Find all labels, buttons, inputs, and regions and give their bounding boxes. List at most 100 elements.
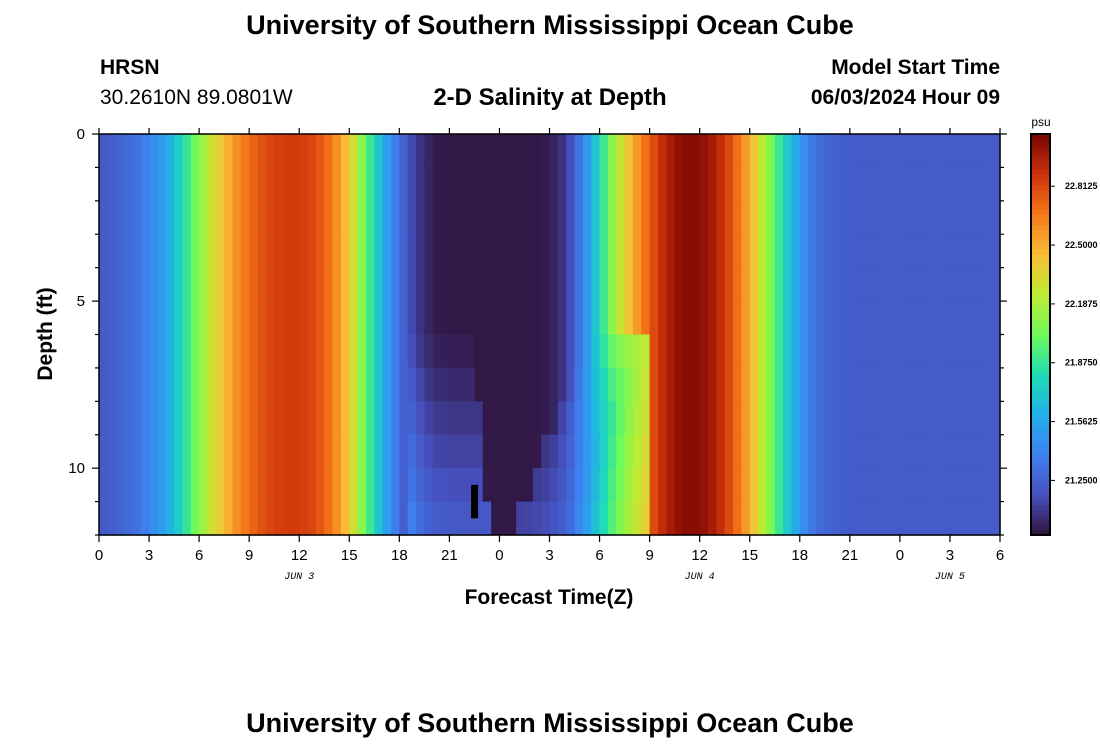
heatmap-cell — [282, 167, 292, 202]
heatmap-cell — [232, 401, 242, 436]
heatmap-cell — [232, 301, 242, 336]
heatmap-cell — [808, 434, 818, 469]
heatmap-cell — [783, 434, 793, 469]
colorbar-tick-label: 22.1875 — [1065, 299, 1098, 309]
heatmap-cell — [174, 301, 184, 336]
heatmap-cell — [841, 468, 851, 503]
heatmap-cell — [432, 401, 442, 436]
heatmap-cell — [833, 401, 843, 436]
heatmap-cell — [449, 301, 459, 336]
heatmap-cell — [165, 200, 175, 235]
main-title: University of Southern Mississippi Ocean… — [246, 10, 854, 40]
heatmap-cell — [199, 367, 209, 402]
heatmap-cell — [783, 134, 793, 169]
heatmap-cell — [132, 434, 142, 469]
heatmap-cell — [749, 234, 759, 269]
heatmap-cell — [983, 434, 993, 469]
heatmap-cell — [908, 367, 918, 402]
heatmap-cell — [399, 301, 409, 336]
heatmap-cell — [641, 167, 651, 202]
heatmap-cell — [749, 367, 759, 402]
heatmap-cell — [357, 367, 367, 402]
colorbar-segment — [1031, 204, 1050, 210]
heatmap-cell — [599, 367, 609, 402]
colorbar-segment — [1031, 434, 1050, 441]
heatmap-cell — [499, 134, 509, 169]
heatmap-cell — [232, 134, 242, 169]
heatmap-cell — [174, 401, 184, 436]
colorbar-segment — [1031, 239, 1050, 245]
heatmap-cell — [199, 334, 209, 369]
heatmap-cell — [224, 434, 234, 469]
heatmap-cell — [958, 234, 968, 269]
heatmap-cell — [607, 468, 617, 503]
heatmap-cell — [582, 334, 592, 369]
heatmap-cell — [824, 234, 834, 269]
heatmap-cell — [708, 468, 717, 503]
heatmap-cell — [174, 501, 184, 536]
heatmap-cell — [207, 334, 217, 369]
heatmap-cell — [165, 267, 175, 302]
heatmap-cell — [549, 401, 559, 436]
heatmap-cell — [758, 468, 767, 503]
heatmap-cell — [991, 367, 1001, 402]
heatmap-cell — [140, 334, 150, 369]
heatmap-cell — [499, 334, 509, 369]
heatmap-cell — [749, 334, 759, 369]
heatmap-cell — [799, 468, 809, 503]
heatmap-cell — [574, 234, 584, 269]
heatmap-cell — [257, 434, 267, 469]
x-tick-label: 15 — [741, 547, 758, 564]
heatmap-cell — [958, 334, 968, 369]
heatmap-cell — [591, 434, 601, 469]
heatmap-cell — [491, 367, 501, 402]
heatmap-cell — [457, 234, 467, 269]
heatmap-cell — [324, 167, 334, 202]
heatmap-cell — [190, 367, 200, 402]
heatmap-cell — [224, 334, 234, 369]
colorbar-segment — [1031, 254, 1050, 260]
heatmap-cell — [616, 134, 626, 169]
colorbar-segment — [1031, 229, 1050, 235]
heatmap-cell — [657, 267, 667, 302]
heatmap-cell — [190, 434, 200, 469]
heatmap-cell — [716, 134, 726, 169]
heatmap-cell — [149, 334, 158, 369]
heatmap-cell — [649, 267, 659, 302]
heatmap-cell — [399, 134, 409, 169]
heatmap-cell — [958, 301, 968, 336]
heatmap-cell — [140, 234, 150, 269]
heatmap-cell — [974, 200, 984, 235]
heatmap-cell — [499, 267, 509, 302]
heatmap-cell — [215, 167, 225, 202]
heatmap-cell — [699, 267, 709, 302]
heatmap-cell — [632, 267, 642, 302]
heatmap-cell — [816, 334, 826, 369]
heatmap-cell — [207, 234, 217, 269]
heatmap-cell — [874, 401, 884, 436]
heatmap-cell — [107, 434, 117, 469]
heatmap-cell — [691, 434, 701, 469]
heatmap-cell — [215, 200, 225, 235]
heatmap-cell — [340, 267, 350, 302]
heatmap-cell — [582, 134, 592, 169]
heatmap-cell — [641, 267, 651, 302]
heatmap-cell — [507, 134, 517, 169]
heatmap-cell — [582, 167, 592, 202]
heatmap-cell — [799, 200, 809, 235]
heatmap-cell — [808, 134, 818, 169]
heatmap-cell — [983, 401, 993, 436]
heatmap-cell — [849, 134, 859, 169]
heatmap-cell — [541, 301, 551, 336]
heatmap-cell — [824, 367, 834, 402]
heatmap-cell — [708, 134, 717, 169]
heatmap-cell — [516, 468, 526, 503]
heatmap-cell — [591, 334, 601, 369]
heatmap-cell — [541, 334, 551, 369]
colorbar-unit: psu — [1031, 115, 1050, 129]
heatmap-cell — [916, 401, 926, 436]
heatmap-cell — [315, 367, 325, 402]
heatmap-cell — [382, 234, 392, 269]
heatmap-cell — [858, 301, 868, 336]
heatmap-cell — [232, 468, 242, 503]
